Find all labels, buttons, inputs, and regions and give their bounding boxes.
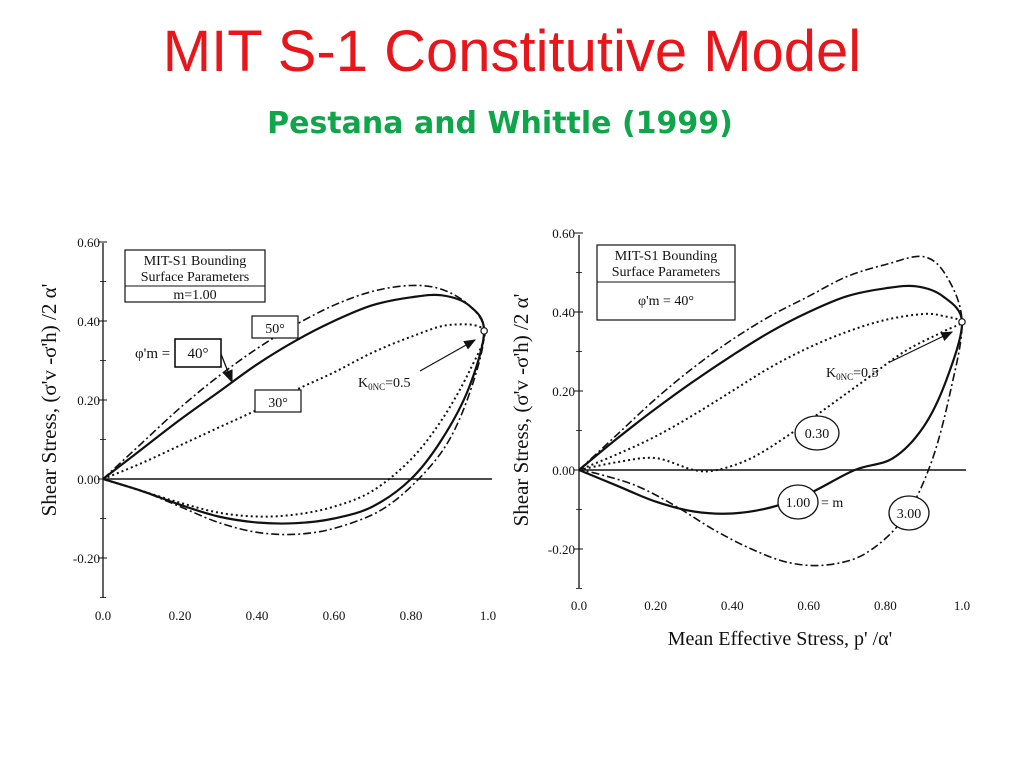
right-k0-arrow bbox=[889, 331, 954, 363]
left-x-tick-label: 1.0 bbox=[480, 608, 496, 623]
left-label-phi: φ'm = bbox=[135, 346, 170, 362]
right-legend-line-1: MIT-S1 Bounding bbox=[615, 249, 718, 264]
right-y-axis-title: Shear Stress, (σ'v -σ'h) /2 α' bbox=[509, 294, 533, 527]
left-phi-arrow bbox=[220, 353, 233, 384]
left-plot-area: 0.60 0.40 0.20 0.00 -0.20 0.0 0.20 0.40 0.60 0.80… bbox=[73, 235, 496, 623]
right-x-axis-title: Mean Effective Stress, p' /α' bbox=[668, 628, 892, 650]
right-y-tick-label: 0.20 bbox=[552, 384, 575, 399]
right-x-tick-label: 0.20 bbox=[644, 598, 667, 613]
left-label-30: 30° bbox=[268, 396, 288, 411]
left-y-tick-label: 0.60 bbox=[77, 235, 100, 250]
left-y-tick-label: 0.00 bbox=[77, 472, 100, 487]
right-label-030-circle bbox=[794, 415, 840, 451]
left-y-tick-label: 0.40 bbox=[77, 314, 100, 329]
slide-subtitle: Pestana and Whittle (1999) bbox=[267, 106, 733, 141]
left-k0-point bbox=[480, 327, 488, 335]
left-x-tick-label: 0.20 bbox=[169, 608, 192, 623]
left-legend-box: MIT-S1 Bounding Surface Parameters m=1.0… bbox=[124, 249, 266, 303]
right-x-tick-label: 0.0 bbox=[571, 598, 587, 613]
left-y-axis-title: Shear Stress, (σ'v -σ'h) /2 α' bbox=[37, 284, 61, 517]
right-y-tick-label: 0.00 bbox=[552, 463, 575, 478]
left-x-tick-label: 0.40 bbox=[246, 608, 269, 623]
right-plot-area: 0.60 0.40 0.20 0.00 -0.20 0.0 0.20 0.40 0.60 0.80… bbox=[548, 226, 970, 613]
right-series-dash-dot bbox=[578, 255, 963, 567]
right-k0-point bbox=[958, 318, 966, 326]
right-label-k0: K0NC=0.5 bbox=[826, 366, 879, 382]
left-label-40: 40° bbox=[188, 346, 209, 362]
right-label-030: 0.30 bbox=[805, 427, 830, 442]
left-legend-line-3: m=1.00 bbox=[173, 288, 216, 303]
left-x-tick-label: 0.60 bbox=[323, 608, 346, 623]
right-series-dotted bbox=[578, 312, 964, 473]
left-series-dotted bbox=[102, 323, 486, 518]
right-y-tick-label: 0.60 bbox=[552, 226, 575, 241]
right-label-m: = m bbox=[821, 496, 843, 511]
left-label-40-box bbox=[174, 338, 222, 368]
right-label-100: 1.00 bbox=[786, 496, 811, 511]
left-label-k0: K0NC=0.5 bbox=[358, 376, 411, 392]
chart-left: 0.60 0.40 0.20 0.00 -0.20 0.0 0.20 0.40 0.60 0.80… bbox=[0, 225, 500, 625]
right-x-tick-label: 0.60 bbox=[797, 598, 820, 613]
slide-title: MIT S-1 Constitutive Model bbox=[162, 19, 862, 84]
right-label-100-circle bbox=[777, 484, 819, 520]
right-label-300: 3.00 bbox=[897, 507, 922, 522]
right-x-tick-label: 0.40 bbox=[721, 598, 744, 613]
right-legend-line-3: φ'm = 40° bbox=[638, 294, 694, 309]
right-y-tick-label: 0.40 bbox=[552, 305, 575, 320]
left-x-tick-label: 0.80 bbox=[400, 608, 423, 623]
left-legend-line-2: Surface Parameters bbox=[141, 270, 249, 285]
left-legend-line-1: MIT-S1 Bounding bbox=[144, 254, 247, 269]
left-label-50: 50° bbox=[265, 322, 285, 337]
right-legend-line-2: Surface Parameters bbox=[612, 265, 720, 280]
left-x-tick-label: 0.0 bbox=[95, 608, 111, 623]
chart-right: 0.60 0.40 0.20 0.00 -0.20 0.0 0.20 0.40 0.60 0.80… bbox=[509, 220, 980, 660]
left-y-tick-label: -0.20 bbox=[73, 551, 100, 566]
left-series-dash-dot bbox=[102, 284, 485, 536]
left-k0-arrow bbox=[419, 339, 477, 372]
left-label-50-box bbox=[251, 315, 299, 339]
right-legend-box: MIT-S1 Bounding Surface Parameters φ'm =… bbox=[596, 244, 736, 321]
right-x-tick-label: 1.0 bbox=[954, 598, 970, 613]
right-x-tick-label: 0.80 bbox=[874, 598, 897, 613]
left-y-tick-label: 0.20 bbox=[77, 393, 100, 408]
right-y-tick-label: -0.20 bbox=[548, 542, 575, 557]
left-label-30-box bbox=[254, 389, 302, 413]
right-label-300-circle bbox=[888, 495, 930, 531]
